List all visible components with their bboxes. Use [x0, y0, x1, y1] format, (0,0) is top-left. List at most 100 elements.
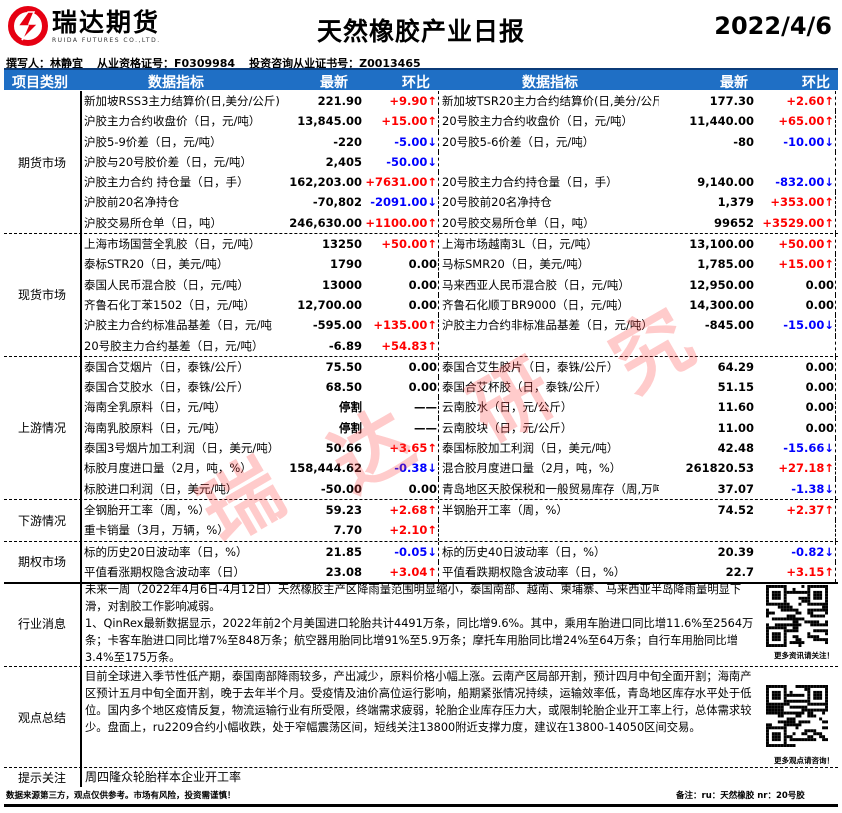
indicator-name: 全钢胎开工率（周，%） [84, 502, 210, 517]
arrow-up-icon: ↑ [427, 237, 437, 252]
latest-value: 1,379 [717, 195, 754, 210]
table-row: 沪胶5-9价差（日，元/吨） -220 -5.00↓ 20号胶5-6价差（日，元/吨）… [82, 131, 838, 152]
latest-value: -80 [733, 134, 754, 149]
latest-value: -70,802 [312, 195, 362, 210]
change-text: 0.00 [408, 277, 437, 292]
change-value: +3529.00↑ [754, 212, 836, 234]
indicator-name: 马来西亚人民币混合胶（日，元/吨） [442, 277, 630, 292]
latest-value: 177.30 [709, 94, 754, 108]
change-text: +135.00 [373, 318, 428, 333]
col-latest-right: 最新 [720, 75, 748, 91]
qr-caption: 更多观点请咨询！ [774, 756, 834, 765]
change-text: +2.10 [389, 523, 428, 538]
change-value: -832.00↓ [754, 172, 836, 193]
arrow-up-icon: ↑ [427, 338, 437, 353]
table-row: 沪胶交易所仓单（日，吨） 246,630.00 +1100.00↑ 20号胶交易所仓单… [82, 212, 838, 234]
table-row: 标胶进口利润（日，美元/吨） -50.00 0.00 青岛地区天胶保税和一般贸易库存（… [82, 478, 838, 499]
change-text: -0.05 [394, 544, 428, 559]
arrow-up-icon: ↑ [824, 215, 834, 230]
table-row: 沪胶主力合约 持仓量（日，手） 162,203.00 +7631.00↑ 20号胶主力… [82, 172, 838, 193]
table-section: 期权市场 标的历史20日波动率（日，%） 21.85 -0.05↓ 标的历史40日波动率… [4, 541, 838, 585]
change-value: +54.83↑ [362, 335, 439, 356]
col-indicator-left: 数据指标 [148, 75, 204, 91]
indicator-name: 沪胶5-9价差（日，元/吨） [84, 134, 222, 149]
change-value: 0.00 [362, 274, 439, 295]
table-row: 泰国3号烟片加工利润（日，美元/吨） 50.66 +3.65↑ 泰国标胶加工利润（日，… [82, 438, 838, 459]
latest-value: 64.29 [717, 359, 754, 374]
indicator-name [439, 336, 659, 356]
arrow-up-icon: ↑ [427, 502, 437, 517]
change-text: +2.60 [786, 94, 825, 108]
latest-value: 2,405 [325, 154, 362, 169]
change-text: -10.00 [783, 134, 825, 149]
change-text: -1.38 [791, 481, 825, 496]
change-text: 0.00 [805, 297, 834, 312]
indicator-name: 云南胶水（日，元/公斤） [442, 400, 573, 415]
table-row: 沪胶主力合约收盘价（日，元/吨） 13,845.00 +15.00↑ 20号胶主力合约… [82, 111, 838, 132]
arrow-down-icon: ↓ [427, 154, 437, 169]
table-row: 海南全乳原料（日，元/吨） 停割 —— 云南胶水（日，元/公斤） 11.60 0.00 [82, 397, 838, 418]
change-text: -0.82 [791, 544, 825, 559]
change-text: +27.18 [778, 461, 825, 476]
latest-value: 158,444.62 [289, 461, 362, 476]
latest-value: 12,950.00 [689, 277, 754, 292]
change-value: +27.18↑ [754, 458, 836, 479]
indicator-name: 平值看跌期权隐含波动率（日，%） [442, 564, 626, 579]
table-row: 沪胶主力合约标准品基差（日，元/吨 -595.00 +135.00↑ 沪胶主力合约非标… [82, 315, 838, 336]
category-label: 下游情况 [17, 513, 66, 528]
table-row: 泰国合艾烟片（日，泰铢/公斤） 75.50 0.00 泰国合艾生胶片（日，泰铢/公斤）… [82, 356, 838, 378]
change-value: -15.00↓ [754, 315, 836, 336]
change-value: +50.00↑ [754, 234, 836, 255]
change-text: 0.00 [805, 277, 834, 292]
indicator-name: 20号胶交易所仓单（日，吨） [442, 215, 595, 230]
table-row: 新加坡RSS3主力结算价(日,美分/公斤) 221.90 +9.90↑ 新加坡TSR2… [82, 91, 838, 112]
change-text: 0.00 [805, 420, 834, 435]
latest-value: -595.00 [312, 318, 362, 333]
indicator-name: 20号胶5-6价差（日，元/吨） [442, 134, 595, 149]
indicator-name: 齐鲁石化顺丁BR9000（日，元/吨） [442, 297, 630, 312]
latest-value: 246,630.00 [289, 215, 362, 230]
latest-value: 162,203.00 [289, 175, 362, 190]
page-title: 天然橡胶产业日报 [316, 17, 525, 46]
indicator-name: 云南胶块（日，元/公斤） [442, 420, 573, 435]
change-value: +7631.00↑ [362, 172, 439, 193]
divider [4, 804, 838, 807]
report-header: 瑞达期货 RUIDA FUTURES CO.,LTD. 天然橡胶产业日报 202… [0, 0, 842, 52]
latest-value: 51.15 [717, 380, 754, 395]
change-text: -5.00 [394, 134, 428, 149]
latest-value: 11,440.00 [689, 114, 754, 129]
col-change-left: 环比 [402, 75, 430, 91]
arrow-up-icon: ↑ [824, 195, 834, 210]
arrow-up-icon: ↑ [427, 175, 437, 190]
arrow-up-icon: ↑ [427, 523, 437, 538]
change-value: 0.00 [754, 417, 836, 439]
latest-value: 13000 [321, 277, 362, 292]
indicator-name: 马标SMR20（日，美元/吨） [442, 257, 590, 272]
change-text: 0.00 [408, 481, 437, 496]
arrow-down-icon: ↓ [824, 134, 834, 149]
latest-value: 75.50 [325, 359, 362, 374]
change-text: 0.00 [805, 400, 834, 415]
indicator-name: 半钢胎开工率（周，%） [442, 502, 568, 517]
indicator-name: 泰国合艾生胶片（日，泰铢/公斤） [442, 359, 619, 374]
latest-value: 74.52 [717, 502, 754, 517]
indicator-name: 沪胶主力合约标准品基差（日，元/吨 [84, 318, 272, 333]
change-text: +3.15 [786, 564, 825, 579]
latest-value [659, 152, 754, 172]
change-text: +9.90 [389, 94, 428, 108]
viewpoint-section: 观点总结 目前全球进入季节性低产期，泰国南部降雨较多，产出减少，原料价格小幅上涨… [4, 667, 838, 768]
change-text: +54.83 [381, 338, 428, 353]
latest-value: 13,845.00 [297, 114, 362, 129]
col-category: 项目类别 [12, 75, 68, 91]
arrow-down-icon: ↓ [427, 195, 437, 210]
indicator-name: 20号胶主力合约收盘价（日，元/吨） [442, 114, 634, 129]
change-text: +15.00 [778, 257, 825, 272]
table-row: 全钢胎开工率（周，%） 59.23 +2.68↑ 半钢胎开工率（周，%） 74.52 +2… [82, 499, 838, 521]
footnote: 备注：ru：天然橡胶 nr：20号胶 [676, 791, 805, 801]
change-value: -5.00↓ [362, 131, 439, 152]
section-rows: 上海市场国营全乳胶（日，元/吨） 13250 +50.00↑ 上海市场越南3L（日，元… [80, 234, 838, 356]
indicator-name: 泰国标胶加工利润（日，美元/吨） [442, 441, 619, 456]
indicator-name: 标胶月度进口量（2月，吨，%） [84, 461, 252, 476]
table-section: 下游情况 全钢胎开工率（周，%） 59.23 +2.68↑ 半钢胎开工率（周，%） 74.… [4, 499, 838, 542]
table-row: 泰标STR20（日，美元/吨） 1790 0.00 马标SMR20（日，美元/吨） 1,… [82, 254, 838, 275]
